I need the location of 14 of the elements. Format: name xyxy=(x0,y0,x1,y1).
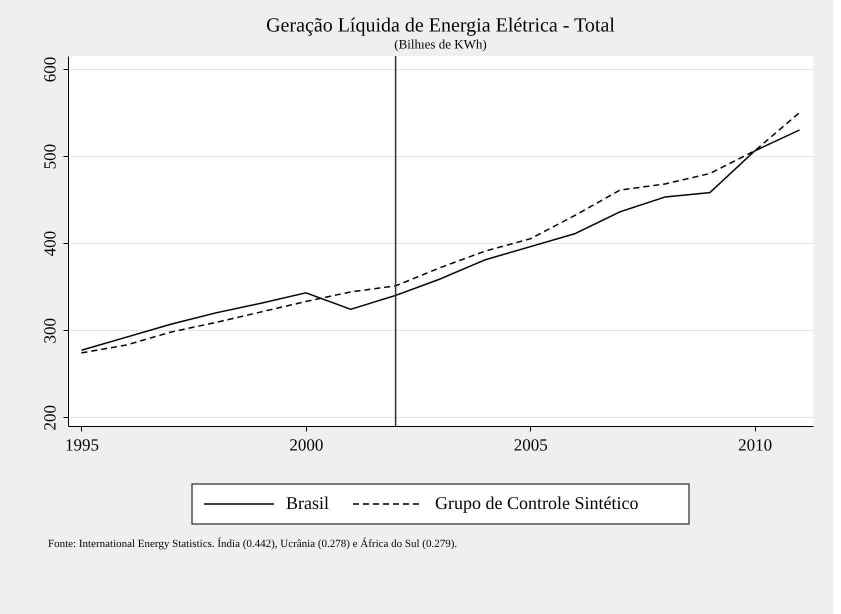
y-tick-label: 300 xyxy=(40,318,60,344)
legend-label: Brasil xyxy=(286,493,329,513)
source-note: Fonte: International Energy Statistics. Índia (0.442), Ucrânia (0.278) e África do Sul (0.279). xyxy=(48,537,458,550)
chart-subtitle: (Bilhıes de KWh) xyxy=(394,36,487,52)
x-tick-label: 2000 xyxy=(289,436,324,454)
x-tick-label: 1995 xyxy=(64,436,99,454)
y-tick-label: 500 xyxy=(40,144,60,170)
chart-title: Geração Líquida de Energia Elétrica - Total xyxy=(266,14,616,36)
x-tick-label: 2005 xyxy=(514,436,548,454)
y-tick-label: 400 xyxy=(40,230,60,256)
legend-label: Grupo de Controle Sintético xyxy=(435,493,638,513)
y-tick-label: 200 xyxy=(40,405,60,431)
y-tick-label: 600 xyxy=(40,56,60,82)
x-tick-label: 2010 xyxy=(738,436,772,454)
